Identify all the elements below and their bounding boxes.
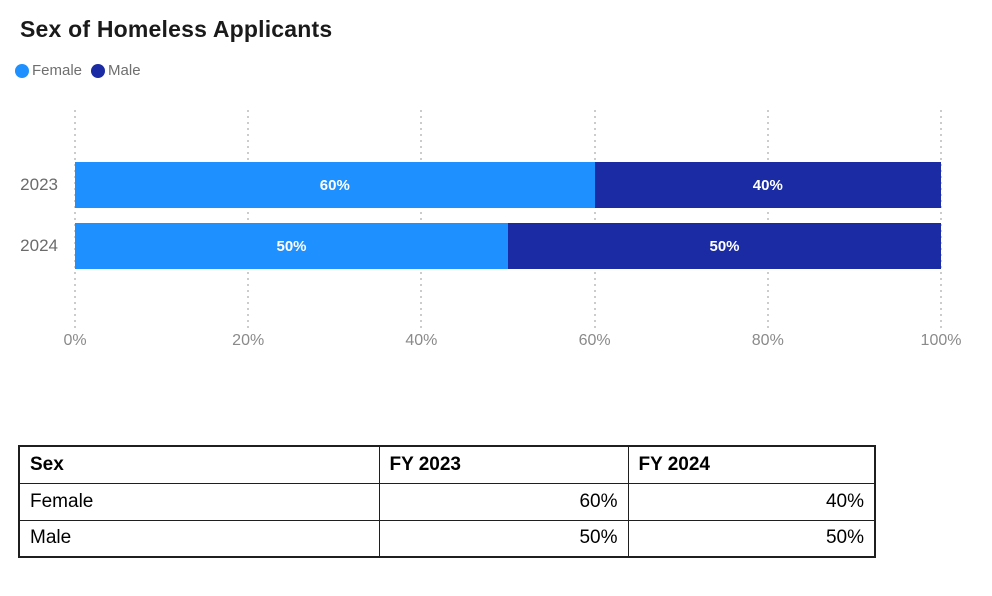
- bar-row-2023: 2023 60% 40%: [20, 162, 941, 208]
- x-axis: 0% 20% 40% 60% 80% 100%: [63, 332, 961, 354]
- legend-label: Male: [108, 62, 141, 79]
- table-cell-label: Female: [18, 482, 380, 521]
- x-tick-label: 40%: [405, 332, 438, 349]
- legend-dot-icon: [91, 63, 106, 78]
- table-body: Female 60% 40% Male 50% 50%: [18, 482, 876, 558]
- table-head: Sex FY 2023 FY 2024: [18, 445, 876, 484]
- data-table: Sex FY 2023 FY 2024 Female 60% 40% Male 50% 50%: [18, 445, 876, 558]
- x-tick-label: 100%: [920, 332, 962, 349]
- bar-value-label: 60%: [319, 176, 350, 194]
- x-tick-label: 20%: [232, 332, 265, 349]
- legend-item-male[interactable]: Male: [91, 62, 141, 79]
- table-row: Female 60% 40%: [18, 482, 876, 521]
- bar-segment-male-2023[interactable]: 40%: [594, 162, 941, 208]
- table-cell-label: Male: [18, 519, 380, 558]
- gridline: [74, 110, 76, 330]
- table-cell-value: 60%: [378, 482, 629, 521]
- legend-dot-icon: [15, 63, 29, 78]
- legend-label: Female: [32, 62, 83, 79]
- legend-item-female[interactable]: Female: [15, 62, 82, 79]
- x-tick-label: 80%: [751, 332, 784, 349]
- gridline: [940, 110, 942, 330]
- table-row: Male 50% 50%: [18, 519, 876, 558]
- category-label: 2023: [20, 175, 58, 194]
- x-tick-label: 0%: [63, 332, 87, 349]
- x-tick-label: 60%: [578, 332, 611, 349]
- chart-title: Sex of Homeless Applicants: [20, 16, 333, 42]
- table-cell-value: 50%: [627, 519, 876, 558]
- bar-value-label: 40%: [752, 176, 783, 194]
- bar-segment-male-2024[interactable]: 50%: [508, 223, 941, 269]
- gridline: [247, 110, 250, 330]
- category-label: 2024: [20, 236, 58, 255]
- table-header-cell: FY 2024: [627, 445, 876, 484]
- table-header-row: Sex FY 2023 FY 2024: [18, 445, 876, 484]
- gridline: [766, 110, 769, 330]
- gridline: [593, 110, 596, 330]
- table-header-cell: Sex: [18, 445, 380, 484]
- gridline: [420, 110, 423, 330]
- bar-segment-female-2023[interactable]: 60%: [75, 162, 595, 208]
- bar-value-label: 50%: [276, 237, 307, 255]
- table-header-cell: FY 2023: [378, 445, 629, 484]
- chart-plot: 2023 60% 40% 2024 50% 50%: [20, 110, 942, 330]
- chart-legend: Female Male: [15, 62, 141, 79]
- bar-value-label: 50%: [709, 237, 740, 255]
- bar-segment-female-2024[interactable]: 50%: [75, 223, 508, 269]
- table-cell-value: 40%: [627, 482, 876, 521]
- bar-row-2024: 2024 50% 50%: [20, 223, 941, 269]
- table-cell-value: 50%: [378, 519, 629, 558]
